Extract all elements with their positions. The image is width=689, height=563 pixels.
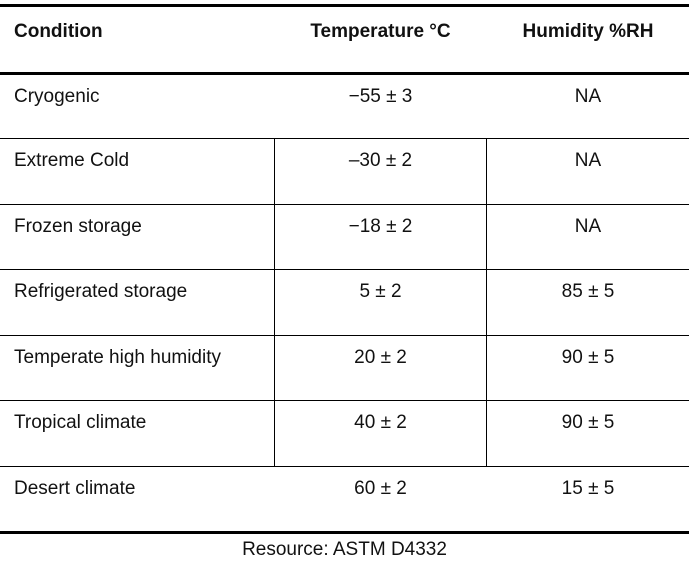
table-cell: Refrigerated storage [14,281,188,302]
table-cell: NA [574,150,602,171]
table-cell: −18 ± 2 [348,216,413,237]
table-cell: 40 ± 2 [354,412,407,433]
table-cell: 90 ± 5 [561,347,615,368]
header-cell: Condition [14,21,103,42]
table-cell: Temperate high humidity [14,347,221,368]
table-cell: −55 ± 3 [348,86,413,107]
column-rule [486,138,487,466]
table-cell: Cryogenic [14,86,100,107]
table-cell: 5 ± 2 [359,281,402,302]
table-cell: 85 ± 5 [561,281,615,302]
header-cell: Humidity %RH [522,21,654,42]
table-cell: –30 ± 2 [348,150,413,171]
top-rule [0,4,689,7]
bottom-rule [0,531,689,534]
row-rule [0,400,689,401]
caption: Resource: ASTM D4332 [242,539,447,560]
table-cell: NA [574,86,602,107]
header-cell: Temperature °C [310,21,451,42]
row-rule [0,335,689,336]
table-cell: Desert climate [14,478,136,499]
row-rule [0,269,689,270]
row-rule [0,138,689,139]
header-rule [0,72,689,75]
table-cell: 15 ± 5 [561,478,615,499]
row-rule [0,204,689,205]
table-cell: 60 ± 2 [354,478,407,499]
table-cell: Extreme Cold [14,150,130,171]
table-cell: NA [574,216,602,237]
table-cell: Tropical climate [14,412,147,433]
row-rule [0,466,689,467]
column-rule [274,138,275,466]
table-cell: 90 ± 5 [561,412,615,433]
table-cell: Frozen storage [14,216,142,237]
table-cell: 20 ± 2 [354,347,407,368]
